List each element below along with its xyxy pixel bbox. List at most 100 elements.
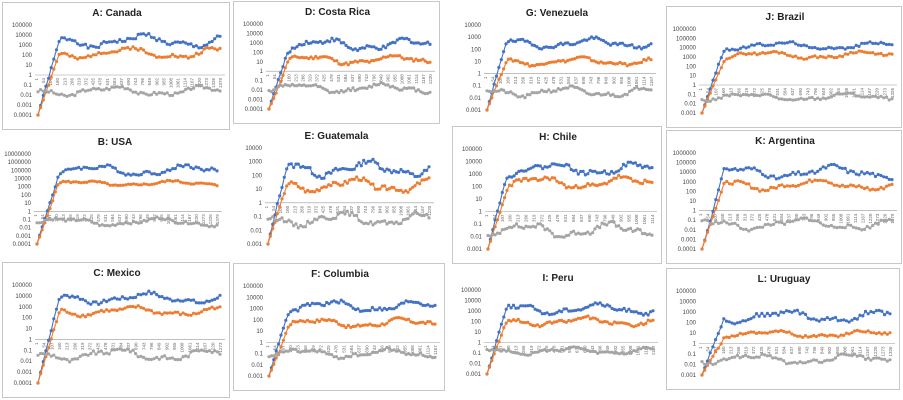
y-tick-label: 100 xyxy=(252,173,263,179)
data-point xyxy=(714,98,718,102)
data-point xyxy=(56,175,60,179)
data-point xyxy=(533,225,538,229)
data-point xyxy=(787,361,791,365)
data-point xyxy=(579,232,583,236)
data-point xyxy=(545,311,549,315)
y-tick-label: 1 xyxy=(478,341,482,347)
data-point xyxy=(36,381,40,385)
data-point xyxy=(186,56,190,60)
data-point xyxy=(814,334,818,339)
data-point xyxy=(507,303,511,307)
data-point xyxy=(860,49,864,54)
x-tick-label: 107 xyxy=(48,78,53,86)
x-tick-label: 160 xyxy=(721,88,726,96)
data-point xyxy=(202,301,206,305)
data-point xyxy=(330,300,334,304)
data-point xyxy=(160,217,164,221)
data-point xyxy=(636,180,640,184)
data-point xyxy=(286,349,290,353)
data-point xyxy=(730,55,734,59)
data-point xyxy=(502,67,506,71)
data-point xyxy=(796,170,800,174)
data-point xyxy=(334,320,338,324)
x-tick-label: 902 xyxy=(611,76,616,84)
data-point xyxy=(727,56,732,60)
data-point xyxy=(807,96,811,100)
data-point xyxy=(48,206,52,211)
data-point xyxy=(613,62,617,66)
x-tick-label: 1061 xyxy=(406,205,411,216)
data-point xyxy=(377,83,381,87)
data-point xyxy=(107,298,111,302)
data-point xyxy=(504,61,508,65)
data-point xyxy=(79,218,83,222)
data-point xyxy=(614,170,618,174)
data-point xyxy=(593,169,597,173)
data-point xyxy=(366,159,370,163)
data-point xyxy=(730,167,734,172)
x-tick-label: 849 xyxy=(147,78,152,86)
data-point xyxy=(314,83,318,87)
data-point xyxy=(155,173,159,177)
data-point xyxy=(431,356,435,360)
chart-title: H: Chile xyxy=(539,132,577,143)
data-point xyxy=(700,360,704,364)
data-point xyxy=(846,52,850,56)
data-point xyxy=(91,349,95,353)
data-point xyxy=(552,348,556,352)
data-point xyxy=(281,338,285,342)
data-point xyxy=(858,329,862,333)
data-point xyxy=(292,224,296,228)
data-point xyxy=(39,105,43,110)
x-tick-label: 160 xyxy=(506,76,511,84)
data-point xyxy=(866,312,870,316)
data-point xyxy=(542,89,546,93)
series-2 xyxy=(36,45,222,117)
data-point xyxy=(387,319,391,323)
data-point xyxy=(509,319,513,323)
data-point xyxy=(413,174,417,179)
y-tick-label: 100000 xyxy=(12,23,33,29)
x-tick-label: 584 xyxy=(571,214,576,222)
data-point xyxy=(274,349,278,353)
data-point xyxy=(336,182,340,186)
data-point xyxy=(503,227,507,231)
data-point xyxy=(573,42,577,46)
data-point xyxy=(334,181,338,185)
data-point xyxy=(310,220,314,224)
data-point xyxy=(207,349,211,353)
x-tick-label: 425 xyxy=(547,214,552,222)
data-point xyxy=(603,350,607,354)
data-point xyxy=(738,320,742,324)
data-point xyxy=(371,182,375,186)
data-point xyxy=(325,300,329,305)
data-point xyxy=(598,350,602,354)
x-tick-label: 796 xyxy=(370,205,375,213)
data-point xyxy=(829,54,833,59)
data-point xyxy=(285,184,289,188)
data-point xyxy=(583,184,587,188)
y-tick-label: 10000 xyxy=(15,294,32,300)
x-tick-label: 54 xyxy=(491,345,496,351)
data-point xyxy=(536,164,540,168)
data-point xyxy=(428,304,432,308)
data-point xyxy=(136,292,140,296)
data-point xyxy=(189,182,193,186)
data-point xyxy=(74,166,78,170)
data-point xyxy=(766,92,770,96)
x-tick-label: 319 xyxy=(80,342,85,350)
data-point xyxy=(488,239,492,243)
data-point xyxy=(578,55,582,59)
data-point xyxy=(70,92,74,97)
data-point xyxy=(310,301,314,305)
data-point xyxy=(383,169,387,173)
data-point xyxy=(380,349,384,353)
data-point xyxy=(784,362,789,366)
data-point xyxy=(165,55,169,59)
series-line xyxy=(268,299,436,377)
data-point xyxy=(47,90,51,94)
data-point xyxy=(887,52,891,56)
data-point xyxy=(618,60,622,64)
data-point xyxy=(866,356,870,360)
data-point xyxy=(414,41,418,45)
